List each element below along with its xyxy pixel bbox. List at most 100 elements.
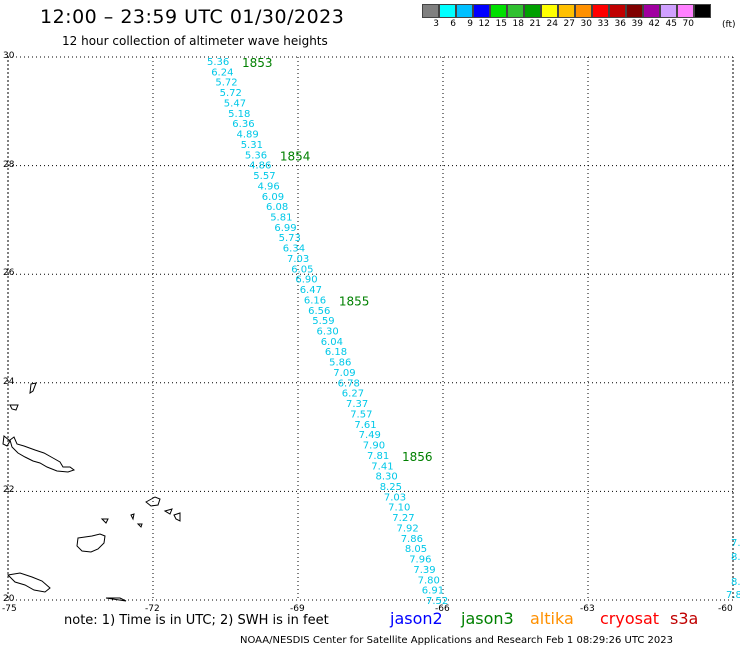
- land-outlines: [2, 382, 181, 602]
- altimeter-track: 5.366.245.725.725.475.186.364.895.315.36…: [207, 56, 448, 607]
- wave-height-value: 5.31: [241, 140, 263, 151]
- wave-height-value: 5.36: [245, 150, 267, 161]
- footer-credit: NOAA/NESDIS Center for Satellite Applica…: [240, 635, 673, 646]
- island-tci-4: [173, 512, 181, 522]
- wave-height-value: 7.03: [384, 492, 406, 503]
- scale-label: 42: [648, 19, 660, 29]
- wave-height-value: 7.80: [418, 575, 440, 586]
- wave-height-value: 6.09: [262, 192, 284, 203]
- island-tci-3: [163, 508, 173, 515]
- island-tci-1: [130, 513, 135, 521]
- hispaniola-coast: [76, 533, 106, 553]
- latitude-label: 22: [3, 485, 15, 496]
- wave-height-value: 7.61: [354, 420, 376, 431]
- wave-height-value: 7.39: [413, 565, 435, 576]
- cuba-coast: [9, 436, 76, 473]
- wave-height-value: 4.86: [249, 161, 271, 172]
- scale-label: 70: [682, 19, 694, 29]
- wave-height-value: 8.25: [380, 482, 402, 493]
- longitude-label: -75: [2, 604, 17, 614]
- wave-height-value: 5.73: [279, 233, 301, 244]
- scale-swatch: [626, 4, 643, 18]
- scale-swatch: [643, 4, 660, 18]
- edge-wave-height-value: 7.: [731, 538, 740, 549]
- satellite-cryosat: cryosat: [600, 609, 660, 628]
- scale-swatch: [439, 4, 456, 18]
- map-frame: [7, 56, 734, 601]
- island-tci-5: [100, 518, 109, 524]
- scale-label: 33: [597, 19, 609, 29]
- wave-height-value: 5.59: [312, 316, 334, 327]
- edge-wave-height-value: 7.8: [726, 590, 740, 601]
- wave-height-value: 7.10: [388, 503, 410, 514]
- wave-height-value: 6.30: [317, 327, 339, 338]
- island-small-1: [105, 597, 127, 602]
- scale-swatch: [422, 4, 439, 18]
- wave-height-value: 6.34: [283, 244, 305, 255]
- footer-note: note: 1) Time is in UTC; 2) SWH is in fe…: [64, 613, 329, 628]
- scale-label: 30: [580, 19, 592, 29]
- scale-label: 45: [665, 19, 677, 29]
- wave-height-value: 6.27: [342, 389, 364, 400]
- scale-label: 12: [478, 19, 490, 29]
- longitude-label: -63: [580, 604, 595, 614]
- island-tci-2: [145, 496, 161, 507]
- scale-label: 6: [450, 19, 456, 29]
- latitude-label: 24: [3, 376, 15, 387]
- wave-height-value: 8.05: [405, 544, 427, 555]
- scale-swatch: [473, 4, 490, 18]
- wave-height-value: 7.86: [401, 534, 423, 545]
- island-andros: [2, 435, 11, 447]
- pass-time-label: 1854: [280, 149, 311, 163]
- scale-swatch: [507, 4, 524, 18]
- scale-label: 24: [546, 19, 558, 29]
- island-small-2: [136, 523, 143, 528]
- longitude-label: -66: [435, 604, 450, 614]
- wave-height-value: 6.56: [308, 306, 330, 317]
- pass-time-label: 1853: [242, 56, 273, 70]
- scale-label: 3: [433, 19, 439, 29]
- latitude-label: 26: [3, 268, 15, 279]
- wave-height-value: 7.41: [371, 461, 393, 472]
- pass-time-label: 1856: [402, 450, 433, 464]
- satellite-jason3: jason3: [461, 609, 514, 628]
- island-exuma: [29, 382, 37, 395]
- scale-swatch: [592, 4, 609, 18]
- wave-height-value: 6.78: [338, 378, 360, 389]
- edge-track: 7. 8. 8.5 7.8: [726, 538, 740, 601]
- puerto-rico-coast: [6, 572, 51, 593]
- scale-swatch: [456, 4, 473, 18]
- wave-height-value: 7.57: [350, 409, 372, 420]
- latitude-label: 20: [3, 594, 15, 604]
- satellite-altika: altika: [530, 609, 574, 628]
- latitude-label: 30: [3, 51, 15, 61]
- scale-swatch: [558, 4, 575, 18]
- scale-label: 27: [563, 19, 575, 29]
- wave-height-value: 5.57: [253, 171, 275, 182]
- wave-height-value: 6.24: [211, 67, 233, 78]
- longitude-label: -60: [718, 604, 733, 614]
- scale-swatch: [524, 4, 541, 18]
- longitude-label: -72: [145, 604, 160, 614]
- wave-height-value: 7.81: [367, 451, 389, 462]
- satellite-s3a: s3a: [670, 609, 699, 628]
- wave-height-value: 5.72: [215, 78, 237, 89]
- scale-label: 21: [529, 19, 541, 29]
- wave-height-value: 6.08: [266, 202, 288, 213]
- satellite-jason2: jason2: [390, 609, 443, 628]
- scale-label: 9: [467, 19, 473, 29]
- wave-height-value: 7.90: [363, 441, 385, 452]
- wave-height-value: 7.37: [346, 399, 368, 410]
- scale-unit: (ft): [722, 20, 736, 30]
- wave-height-value: 4.96: [258, 181, 280, 192]
- wave-height-value: 6.05: [291, 264, 313, 275]
- wave-height-value: 4.89: [237, 130, 259, 141]
- wave-height-value: 6.91: [422, 586, 444, 597]
- scale-label: 39: [631, 19, 643, 29]
- wave-height-value: 6.16: [304, 295, 326, 306]
- wave-height-value: 5.18: [228, 109, 250, 120]
- wave-height-value: 6.36: [232, 119, 254, 130]
- wave-height-value: 6.47: [300, 285, 322, 296]
- scale-label: 36: [614, 19, 626, 29]
- wave-height-value: 5.86: [329, 358, 351, 369]
